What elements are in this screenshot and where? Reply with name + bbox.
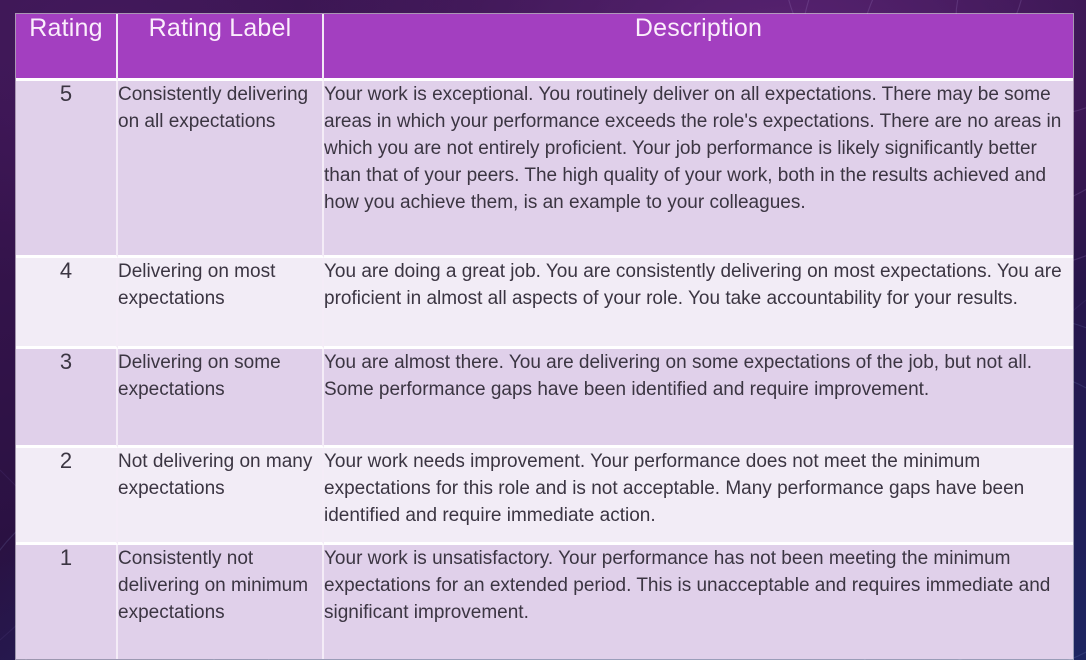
column-header-rating: Rating	[16, 14, 118, 81]
column-header-description: Description	[324, 14, 1073, 81]
cell-rating: 4	[16, 258, 118, 349]
cell-description: You are almost there. You are delivering…	[324, 349, 1073, 448]
cell-description: You are doing a great job. You are consi…	[324, 258, 1073, 349]
column-header-rating-label: Rating Label	[118, 14, 324, 81]
cell-rating: 2	[16, 448, 118, 545]
cell-rating-label: Consistently delivering on all expectati…	[118, 81, 324, 258]
cell-rating-label: Delivering on some expectations	[118, 349, 324, 448]
table-row: 3 Delivering on some expectations You ar…	[16, 349, 1073, 448]
table-row: 1 Consistently not delivering on minimum…	[16, 545, 1073, 659]
table-body: 5 Consistently delivering on all expecta…	[16, 81, 1073, 659]
table-header: Rating Rating Label Description	[16, 14, 1073, 81]
cell-rating: 5	[16, 81, 118, 258]
cell-rating: 3	[16, 349, 118, 448]
cell-rating-label: Consistently not delivering on minimum e…	[118, 545, 324, 659]
cell-description: Your work is exceptional. You routinely …	[324, 81, 1073, 258]
cell-rating: 1	[16, 545, 118, 659]
table-row: 4 Delivering on most expectations You ar…	[16, 258, 1073, 349]
table-row: 2 Not delivering on many expectations Yo…	[16, 448, 1073, 545]
table-row: 5 Consistently delivering on all expecta…	[16, 81, 1073, 258]
cell-rating-label: Delivering on most expectations	[118, 258, 324, 349]
cell-description: Your work is unsatisfactory. Your perfor…	[324, 545, 1073, 659]
cell-description: Your work needs improvement. Your perfor…	[324, 448, 1073, 545]
cell-rating-label: Not delivering on many expectations	[118, 448, 324, 545]
performance-rating-table: Rating Rating Label Description 5 Consis…	[16, 14, 1073, 659]
table-header-row: Rating Rating Label Description	[16, 14, 1073, 81]
